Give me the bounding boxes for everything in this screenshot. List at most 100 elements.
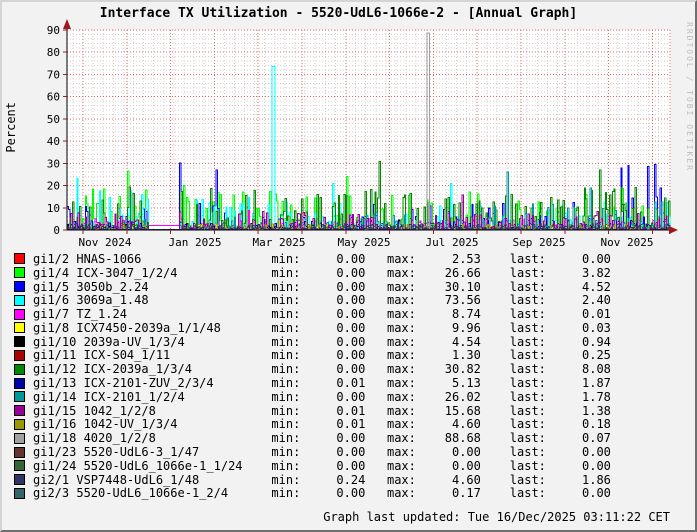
legend-row: gi1/18 4020_1/2/8 min: 0.00 max: 88.68 last: 0… bbox=[14, 431, 611, 445]
legend-max-label: max: bbox=[386, 293, 416, 308]
legend-interface-label: gi1/18 4020_1/2/8 bbox=[33, 431, 156, 446]
legend-row: gi1/2 HNAS-1066 min: 0.00 max: 2.53 last: 0.00 bbox=[14, 252, 611, 266]
legend-last-value: 0.01 bbox=[582, 307, 611, 322]
legend-last-value: 0.00 bbox=[582, 486, 611, 501]
legend-interface-label: gi1/4 ICX-3047_1/2/4 bbox=[33, 265, 178, 280]
legend-max-label: max: bbox=[386, 472, 416, 487]
legend-color-swatch bbox=[14, 432, 25, 444]
legend-min-label: min: bbox=[271, 486, 301, 501]
legend-color-swatch bbox=[14, 487, 25, 499]
legend-row: gi1/4 ICX-3047_1/2/4 min: 0.00 max: 26.66 las… bbox=[14, 266, 611, 280]
legend-min-value: 0.00 bbox=[336, 458, 366, 473]
legend-color-swatch bbox=[14, 349, 25, 361]
legend-max-value: 4.54 bbox=[451, 334, 481, 349]
legend-max-value: 8.74 bbox=[451, 307, 481, 322]
legend-last-label: last: bbox=[509, 362, 546, 377]
legend-row: gi1/12 ICX-2039a_1/3/4 min: 0.00 max: 30.82 l… bbox=[14, 362, 611, 376]
legend-interface-label: gi1/24 5520-UdL6_1066e-1_1/24 bbox=[33, 458, 243, 473]
legend-min-value: 0.00 bbox=[336, 251, 366, 266]
legend-max-label: max: bbox=[386, 431, 416, 446]
legend-color-swatch bbox=[14, 294, 25, 306]
legend-row: gi1/13 ICX-2101-ZUV_2/3/4 min: 0.01 max: 5.1… bbox=[14, 376, 611, 390]
series-legend: gi1/2 HNAS-1066 min: 0.00 max: 2.53 last: 0.00… bbox=[14, 252, 611, 500]
legend-interface-label: gi1/6 3069a_1.48 bbox=[33, 293, 149, 308]
legend-last-value: 1.38 bbox=[582, 403, 611, 418]
legend-min-label: min: bbox=[271, 472, 301, 487]
legend-interface-label: gi1/23 5520-UdL6-3_1/47 bbox=[33, 445, 200, 460]
legend-last-label: last: bbox=[509, 417, 546, 432]
legend-last-value: 3.82 bbox=[582, 265, 611, 280]
legend-last-label: last: bbox=[509, 472, 546, 487]
legend-max-label: max: bbox=[386, 445, 416, 460]
legend-max-value: 4.60 bbox=[451, 472, 481, 487]
legend-color-swatch bbox=[14, 253, 25, 265]
legend-min-value: 0.00 bbox=[336, 431, 366, 446]
legend-min-value: 0.01 bbox=[336, 403, 366, 418]
legend-row: gi1/16 1042-UV_1/3/4 min: 0.01 max: 4.60 last… bbox=[14, 417, 611, 432]
legend-interface-label: gi1/10 2039a-UV_1/3/4 bbox=[33, 334, 185, 349]
svg-text:20: 20 bbox=[47, 180, 60, 193]
legend-interface-label: gi1/5 3050b_2.24 bbox=[33, 279, 149, 294]
legend-last-value: 0.25 bbox=[582, 348, 611, 363]
legend-max-value: 2.53 bbox=[451, 251, 481, 266]
legend-last-label: last: bbox=[509, 293, 546, 308]
legend-min-value: 0.00 bbox=[336, 348, 366, 363]
svg-text:50: 50 bbox=[47, 113, 60, 126]
legend-row: gi1/14 ICX-2101_1/2/4 min: 0.00 max: 26.02 la… bbox=[14, 390, 611, 404]
legend-min-label: min: bbox=[271, 417, 301, 432]
legend-last-label: last: bbox=[509, 445, 546, 460]
legend-row: gi1/24 5520-UdL6_1066e-1_1/24 min: 0.00 max… bbox=[14, 459, 611, 473]
legend-min-value: 0.00 bbox=[336, 293, 366, 308]
legend-max-label: max: bbox=[386, 362, 416, 377]
legend-row: gi1/23 5520-UdL6-3_1/47 min: 0.00 max: 0.00 l… bbox=[14, 445, 611, 459]
legend-row: gi1/7 TZ_1.24 min: 0.00 max: 8.74 last: 0.01 bbox=[14, 307, 611, 321]
svg-text:10: 10 bbox=[47, 202, 60, 215]
legend-last-label: last: bbox=[509, 458, 546, 473]
legend-interface-label: gi2/3 5520-UdL6_1066e-1_2/4 bbox=[33, 486, 229, 501]
legend-color-swatch bbox=[14, 474, 25, 486]
legend-min-label: min: bbox=[271, 293, 301, 308]
legend-max-label: max: bbox=[386, 486, 416, 501]
legend-max-label: max: bbox=[386, 265, 416, 280]
legend-last-label: last: bbox=[509, 320, 546, 335]
legend-color-swatch bbox=[14, 280, 25, 292]
legend-last-value: 0.00 bbox=[582, 251, 611, 266]
legend-row: gi1/5 3050b_2.24 min: 0.00 max: 30.10 last: 4.… bbox=[14, 280, 611, 294]
legend-max-value: 15.68 bbox=[444, 403, 481, 418]
legend-max-value: 9.96 bbox=[451, 320, 481, 335]
legend-row: gi1/11 ICX-S04_1/11 min: 0.00 max: 1.30 last:… bbox=[14, 348, 611, 363]
legend-last-label: last: bbox=[509, 265, 546, 280]
rrdtool-watermark: RRDTOOL / TOBI OETIKER bbox=[685, 22, 694, 172]
legend-max-label: max: bbox=[386, 334, 416, 349]
legend-last-label: last: bbox=[509, 389, 546, 404]
legend-min-label: min: bbox=[271, 458, 301, 473]
svg-text:Nov 2025: Nov 2025 bbox=[601, 236, 654, 249]
legend-max-value: 26.66 bbox=[444, 265, 481, 280]
legend-last-value: 0.94 bbox=[582, 334, 611, 349]
legend-color-swatch bbox=[14, 391, 25, 403]
legend-max-value: 5.13 bbox=[451, 376, 481, 391]
graph-title: Interface TX Utilization - 5520-UdL6-106… bbox=[99, 6, 578, 21]
legend-last-label: last: bbox=[509, 486, 546, 501]
svg-text:Nov 2024: Nov 2024 bbox=[79, 236, 132, 249]
legend-max-label: max: bbox=[386, 320, 416, 335]
legend-last-label: last: bbox=[509, 403, 546, 418]
legend-min-label: min: bbox=[271, 307, 301, 322]
svg-text:Jul 2025: Jul 2025 bbox=[426, 236, 479, 249]
legend-min-value: 0.00 bbox=[336, 445, 366, 460]
legend-interface-label: gi1/13 ICX-2101-ZUV_2/3/4 bbox=[33, 376, 214, 391]
legend-color-swatch bbox=[14, 308, 25, 320]
svg-text:0: 0 bbox=[53, 224, 60, 237]
legend-min-value: 0.00 bbox=[336, 265, 366, 280]
legend-max-value: 4.60 bbox=[451, 417, 481, 432]
legend-min-label: min: bbox=[271, 403, 301, 418]
legend-last-value: 0.00 bbox=[582, 458, 611, 473]
legend-last-label: last: bbox=[509, 376, 546, 391]
legend-max-label: max: bbox=[386, 307, 416, 322]
legend-max-value: 88.68 bbox=[444, 431, 481, 446]
legend-min-value: 0.00 bbox=[336, 307, 366, 322]
legend-min-label: min: bbox=[271, 376, 301, 391]
legend-row: gi2/3 5520-UdL6_1066e-1_2/4 min: 0.00 max: 0… bbox=[14, 486, 611, 501]
legend-last-value: 0.00 bbox=[582, 445, 611, 460]
